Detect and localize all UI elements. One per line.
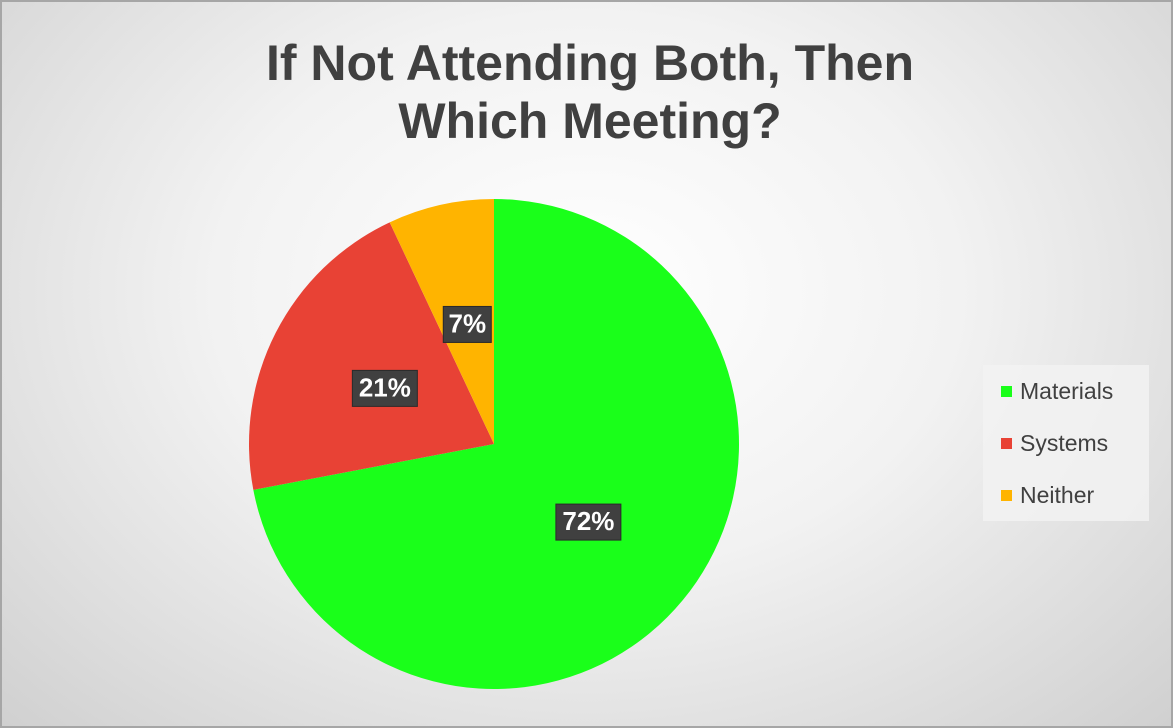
legend-swatch (1001, 490, 1012, 501)
data-label-box (442, 305, 492, 343)
data-label-box (555, 503, 622, 541)
data-label: 7% (448, 308, 486, 338)
legend-label: Materials (1020, 378, 1113, 404)
pie-slice (249, 222, 494, 490)
data-label: 72% (562, 506, 614, 536)
data-label: 21% (359, 372, 411, 402)
chart-title: If Not Attending Both, Then Which Meetin… (266, 35, 914, 149)
legend-swatch (1001, 386, 1012, 397)
legend-swatch (1001, 438, 1012, 449)
legend-label: Neither (1020, 482, 1094, 508)
legend-label: Systems (1020, 430, 1108, 456)
pie-slice (389, 199, 494, 444)
data-label-box (351, 369, 418, 407)
pie-slice (253, 199, 739, 689)
